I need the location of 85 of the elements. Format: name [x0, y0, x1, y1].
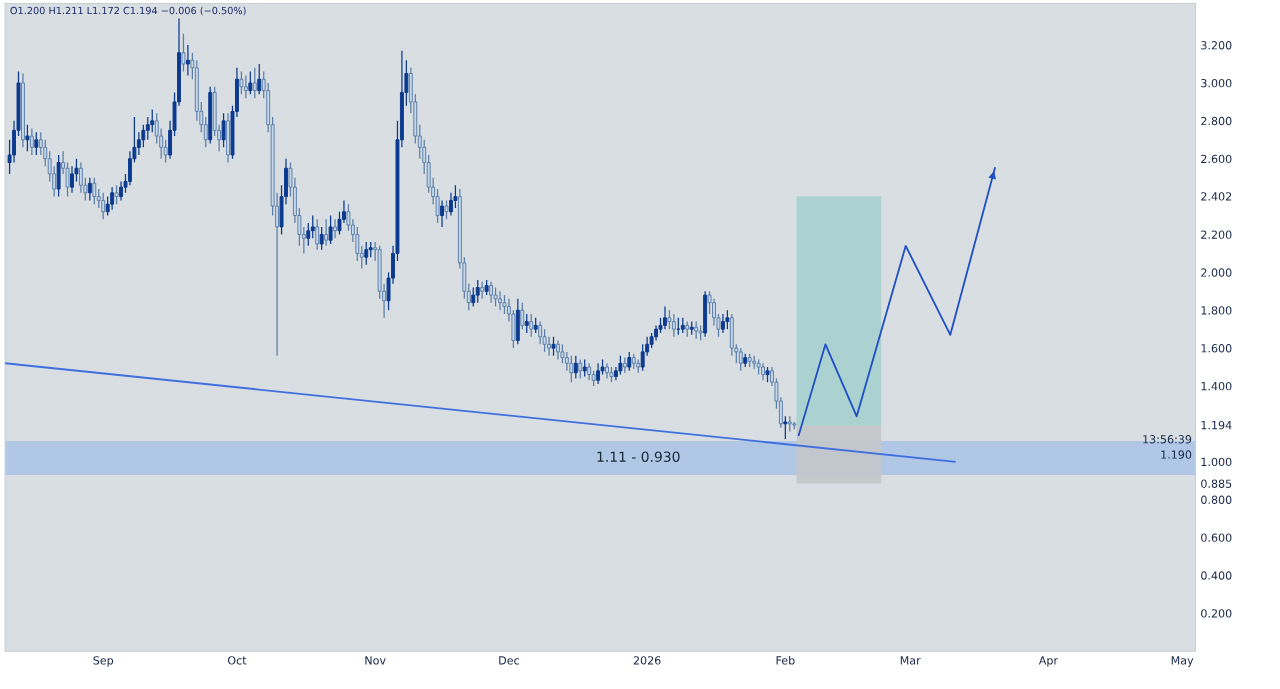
y-tick-label: 2.200 [1201, 230, 1232, 239]
x-tick-label: Dec [499, 656, 519, 665]
candlestick [136, 131, 141, 156]
y-tick-label: 0.885 [1201, 479, 1232, 488]
y-tick-label: 2.800 [1201, 116, 1232, 126]
candlestick [110, 186, 115, 211]
candlestick [618, 355, 623, 376]
candlestick [324, 218, 329, 247]
y-tick-label: 2.402 [1201, 192, 1232, 201]
candlestick [78, 161, 83, 194]
y-tick-label: 2.000 [1201, 268, 1232, 277]
candlestick [29, 127, 34, 156]
candlestick [671, 313, 676, 338]
candlestick [471, 286, 476, 308]
candlestick [310, 214, 315, 239]
candlestick [25, 124, 30, 152]
y-tick-label: 3.200 [1201, 41, 1232, 50]
candlestick [573, 355, 578, 380]
candlestick [154, 112, 159, 145]
candlestick [783, 415, 788, 440]
candlestick [489, 281, 494, 304]
candlestick [243, 74, 248, 99]
candlestick [627, 351, 632, 372]
candlestick [92, 177, 97, 205]
y-tick-label: 1.800 [1201, 306, 1232, 315]
annotation: 1.190 [1161, 450, 1192, 459]
x-tick-label: Apr [1038, 656, 1058, 667]
candlestick [34, 131, 39, 156]
x-tick-label: May [1171, 656, 1194, 667]
candlestick [529, 313, 534, 338]
candlestick [364, 241, 369, 266]
annotation: O1.200 H1.211 L1.172 C1.194 −0.006 (−0.50%) [10, 6, 246, 16]
candlestick [114, 184, 119, 205]
x-tick-label: Oct [227, 656, 247, 665]
y-tick-label: 0.600 [1201, 533, 1232, 542]
candlestick [319, 226, 324, 251]
candlestick [524, 313, 529, 334]
candlestick [185, 44, 190, 77]
candlestick [145, 116, 150, 141]
candlestick [520, 302, 525, 330]
candlestick [38, 131, 43, 156]
annotation: 13:56:39 [1143, 435, 1192, 444]
y-tick-label: 1.600 [1201, 344, 1232, 353]
x-tick-label: 2026 [633, 656, 661, 665]
y-tick-label: 1.000 [1201, 457, 1232, 467]
y-tick-label: 0.800 [1201, 495, 1232, 504]
y-tick-label: 0.400 [1201, 571, 1232, 580]
candlestick [564, 351, 569, 372]
candlestick [475, 279, 480, 304]
band-label: 1.11 - 0.930 [597, 451, 680, 462]
x-tick-label: Feb [776, 655, 795, 665]
candlestick [578, 358, 583, 380]
y-tick-label: 0.200 [1201, 609, 1232, 618]
candlestick [101, 192, 106, 220]
candlestick [248, 70, 253, 95]
candlestick [551, 336, 556, 357]
candlestick [252, 67, 257, 99]
line-series [797, 167, 996, 437]
y-tick-label: 1.194 [1201, 420, 1232, 430]
candlestick [738, 347, 743, 372]
candlestick [538, 320, 543, 345]
y-tick-label: 3.000 [1201, 78, 1232, 88]
candlestick [306, 222, 311, 247]
candlestick [239, 70, 244, 95]
candlestick [315, 218, 320, 251]
x-tick-label: Nov [365, 656, 386, 665]
candlestick [257, 63, 262, 95]
candlestick [333, 218, 337, 239]
y-tick-label: 1.400 [1201, 381, 1232, 391]
candlestick [221, 112, 226, 148]
candlestick [752, 355, 757, 370]
candlestick [150, 108, 155, 133]
candlestick [328, 214, 333, 245]
candlestick [596, 362, 601, 385]
y-tick-label: 2.600 [1201, 154, 1232, 164]
candlestick [87, 177, 92, 202]
x-tick-label: Sep [93, 656, 114, 667]
candlestick [163, 139, 168, 164]
candlestick [444, 199, 449, 220]
candlestick [493, 286, 498, 308]
candlestick [725, 309, 730, 330]
x-tick-label: Mar [900, 656, 921, 665]
candlestick [181, 33, 186, 73]
candlestick [440, 199, 445, 228]
candlestick [569, 355, 574, 383]
